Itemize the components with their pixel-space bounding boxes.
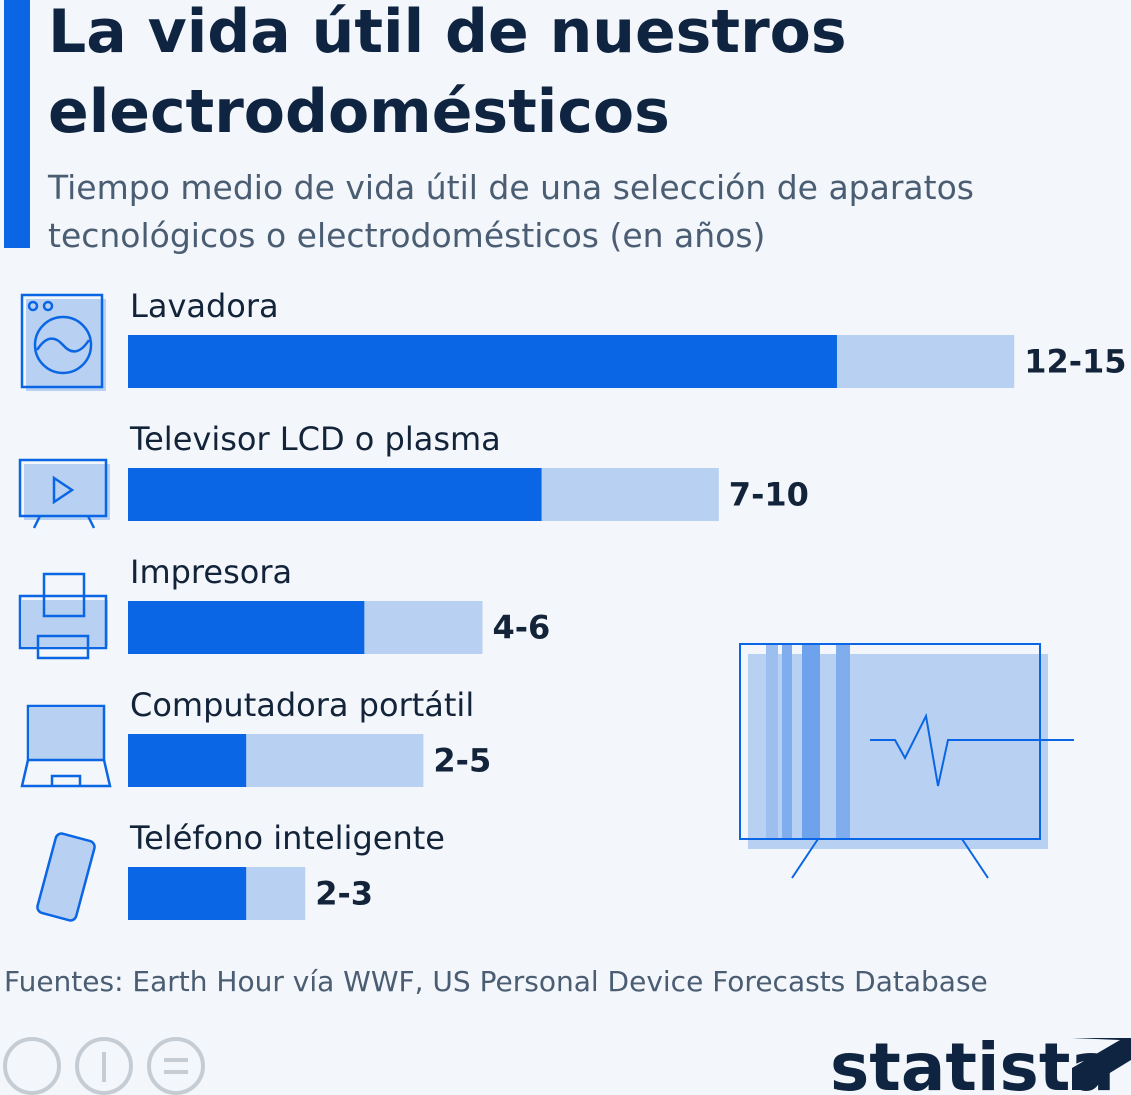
decor-stripe: [802, 644, 820, 839]
cc-icon: [3, 1037, 61, 1095]
category-label: Televisor LCD o plasma: [129, 420, 501, 458]
laptop-base: [20, 759, 112, 788]
printer-tray: [36, 634, 90, 660]
brand-logo: [1072, 1038, 1131, 1090]
bar-low: [128, 734, 247, 787]
printer-icon: [22, 600, 108, 646]
bar-low: [128, 335, 837, 388]
tv-outline: [18, 458, 108, 518]
bar-low: [128, 468, 542, 521]
decor-stripe: [766, 644, 778, 839]
value-label: 7-10: [729, 476, 809, 514]
decor-screen: [748, 654, 1048, 849]
category-label: Impresora: [130, 553, 292, 591]
source: Fuentes: Earth Hour vía WWF, US Personal…: [4, 965, 988, 998]
washer-wave: [35, 337, 91, 353]
printer-body: [18, 594, 108, 650]
decor-stripe: [782, 644, 792, 839]
tv-play: [32, 475, 96, 529]
decor-outline: [739, 643, 1041, 840]
washer-icon: [26, 299, 106, 391]
bar-low: [128, 601, 365, 654]
nd-icon: [147, 1037, 205, 1095]
bar-low: [128, 867, 247, 920]
accent-bar: [4, 0, 30, 248]
category-label: Teléfono inteligente: [129, 819, 445, 857]
category-label: Computadora portátil: [130, 686, 474, 724]
decor-pulse: [791, 712, 1074, 879]
chart-title: La vida útil de nuestros electrodoméstic…: [48, 0, 847, 147]
icons: [18, 293, 112, 922]
washer-knob: [27, 300, 39, 312]
washer-outline: [20, 293, 104, 389]
laptop-icon: [30, 708, 104, 760]
washer-knob: [42, 300, 54, 312]
category-label: Lavadora: [130, 287, 279, 325]
value-label: 2-5: [433, 742, 491, 780]
brand: statista: [830, 1029, 1115, 1095]
license-glyph: [102, 1052, 188, 1082]
value-label: 4-6: [492, 609, 550, 647]
value-label: 2-3: [315, 875, 373, 913]
chart-subtitle: Tiempo medio de vida útil de una selecci…: [48, 168, 974, 255]
washer-door: [33, 315, 93, 375]
laptop-screen: [26, 704, 106, 762]
decor-tv: [739, 643, 1074, 879]
license-icons: [3, 1037, 205, 1095]
by-icon: [75, 1037, 133, 1095]
value-label: 12-15: [1024, 343, 1126, 381]
phone-icon: [36, 832, 96, 922]
decor-stripe: [836, 644, 850, 839]
